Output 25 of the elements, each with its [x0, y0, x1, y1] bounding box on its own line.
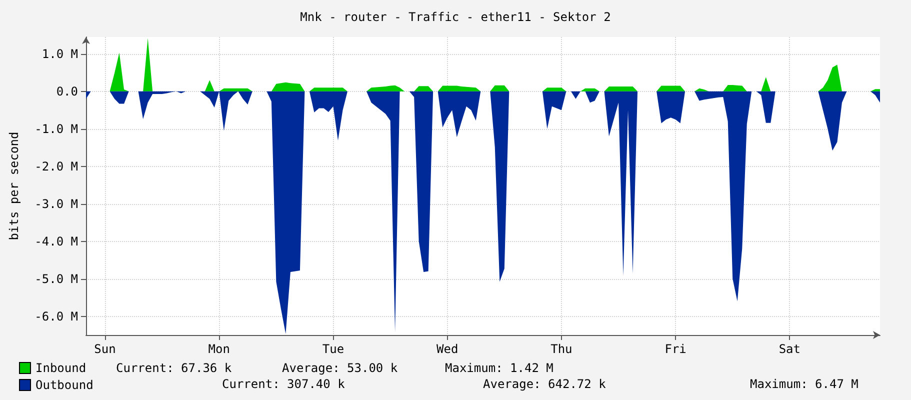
y-tick-label: -1.0 M — [34, 122, 78, 136]
chart-title: Mnk - router - Traffic - ether11 - Sektor 2 — [300, 10, 611, 24]
y-axis-title: bits per second — [7, 132, 21, 240]
text: Average: 53.00 k — [282, 361, 398, 375]
x-tick-label: Mon — [208, 342, 230, 356]
text: Current: 67.36 k — [116, 361, 232, 375]
x-tick-label: Thu — [550, 342, 572, 356]
x-tick-label: Sat — [778, 342, 801, 356]
y-tick-label: -3.0 M — [34, 196, 78, 211]
y-tick-label: 1.0 M — [42, 46, 78, 61]
x-tick-label: Wed — [436, 342, 458, 356]
x-tick-label: Sun — [94, 342, 116, 356]
y-tick-label: -4.0 M — [34, 234, 78, 248]
legend-label: Outbound — [36, 378, 94, 392]
legend-label: Inbound — [36, 361, 86, 375]
text: Maximum: 1.42 M — [445, 361, 554, 375]
y-tick-label: -5.0 M — [34, 272, 78, 286]
y-tick-label: -2.0 M — [34, 159, 78, 174]
x-tick-label: Tue — [322, 342, 344, 356]
text: Average: 642.72 k — [483, 377, 607, 391]
text: Maximum: 6.47 M — [750, 377, 858, 391]
y-tick-label: -6.0 M — [34, 309, 78, 324]
y-tick-label: 0.0 — [56, 84, 78, 98]
x-tick-label: Fri — [664, 342, 686, 356]
text: Current: 307.40 k — [222, 377, 346, 391]
